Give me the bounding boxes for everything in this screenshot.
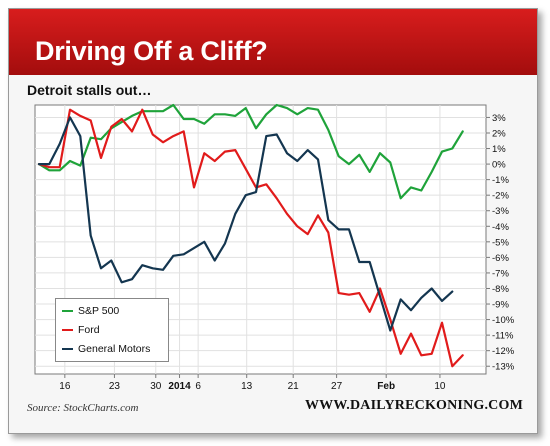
- y-tick-label: -6%: [492, 253, 509, 264]
- legend-swatch-ford: [62, 329, 73, 332]
- y-tick-label: -2%: [492, 191, 509, 202]
- line-chart: 16 23 30 2014 6 13 21 27 Feb 10 3% 2% 1% 0% -1% -2% -3%…: [34, 103, 515, 392]
- y-tick-label: -11%: [492, 331, 514, 342]
- legend-item-sp500: S&P 500: [62, 304, 119, 318]
- y-tick-label: 3%: [492, 113, 506, 124]
- x-tick-label: 2014: [168, 381, 191, 392]
- y-tick-label: -8%: [492, 284, 509, 295]
- x-tick-label: 13: [241, 381, 253, 392]
- chart-title: Driving Off a Cliff?: [35, 36, 268, 66]
- y-tick-label: -9%: [492, 300, 509, 311]
- brand-url: WWW.DAILYRECKONING.COM: [304, 398, 523, 413]
- legend-item-ford: Ford: [62, 323, 100, 337]
- legend: S&P 500 Ford General Motors: [55, 298, 169, 362]
- x-tick-label: Feb: [377, 381, 395, 392]
- y-tick-label: -1%: [492, 175, 509, 186]
- legend-label-sp500: S&P 500: [78, 305, 120, 317]
- y-tick-label: -4%: [492, 222, 509, 233]
- x-tick-label: 16: [59, 381, 71, 392]
- y-tick-label: 1%: [492, 144, 506, 155]
- x-tick-label: 21: [288, 381, 300, 392]
- legend-label-gm: General Motors: [78, 343, 151, 355]
- y-tick-label: 0%: [492, 160, 506, 171]
- y-tick-label: -7%: [492, 268, 509, 279]
- legend-swatch-gm: [62, 348, 73, 351]
- y-tick-label: -10%: [492, 315, 515, 326]
- x-tick-label: 23: [109, 381, 121, 392]
- series-lines: [37, 103, 464, 368]
- y-tick-label: -5%: [492, 237, 509, 248]
- source-note: Source: StockCharts.com: [27, 402, 139, 414]
- x-tick-label: 10: [434, 381, 446, 392]
- y-tick-label: 2%: [492, 128, 506, 139]
- chart-subtitle: Detroit stalls out…: [27, 82, 152, 98]
- title-banner: Driving Off a Cliff?: [9, 9, 537, 75]
- legend-swatch-sp500: [62, 310, 73, 313]
- series-line-general-motors: [37, 116, 454, 332]
- x-tick-label: 6: [195, 381, 201, 392]
- legend-label-ford: Ford: [78, 324, 100, 336]
- y-axis-ticks: 3% 2% 1% 0% -1% -2% -3% -4% -5% -6% -7% -8% -9% -10% -…: [486, 113, 515, 373]
- legend-item-gm: General Motors: [62, 342, 150, 356]
- x-axis-ticks: 16 23 30 2014 6 13 21 27 Feb 10: [59, 374, 446, 392]
- chart-card: Driving Off a Cliff? Detroit stalls out……: [8, 8, 538, 434]
- y-tick-label: -12%: [492, 346, 515, 357]
- y-tick-label: -13%: [492, 362, 515, 373]
- y-tick-label: -3%: [492, 206, 509, 217]
- x-tick-label: 27: [331, 381, 343, 392]
- x-tick-label: 30: [150, 381, 162, 392]
